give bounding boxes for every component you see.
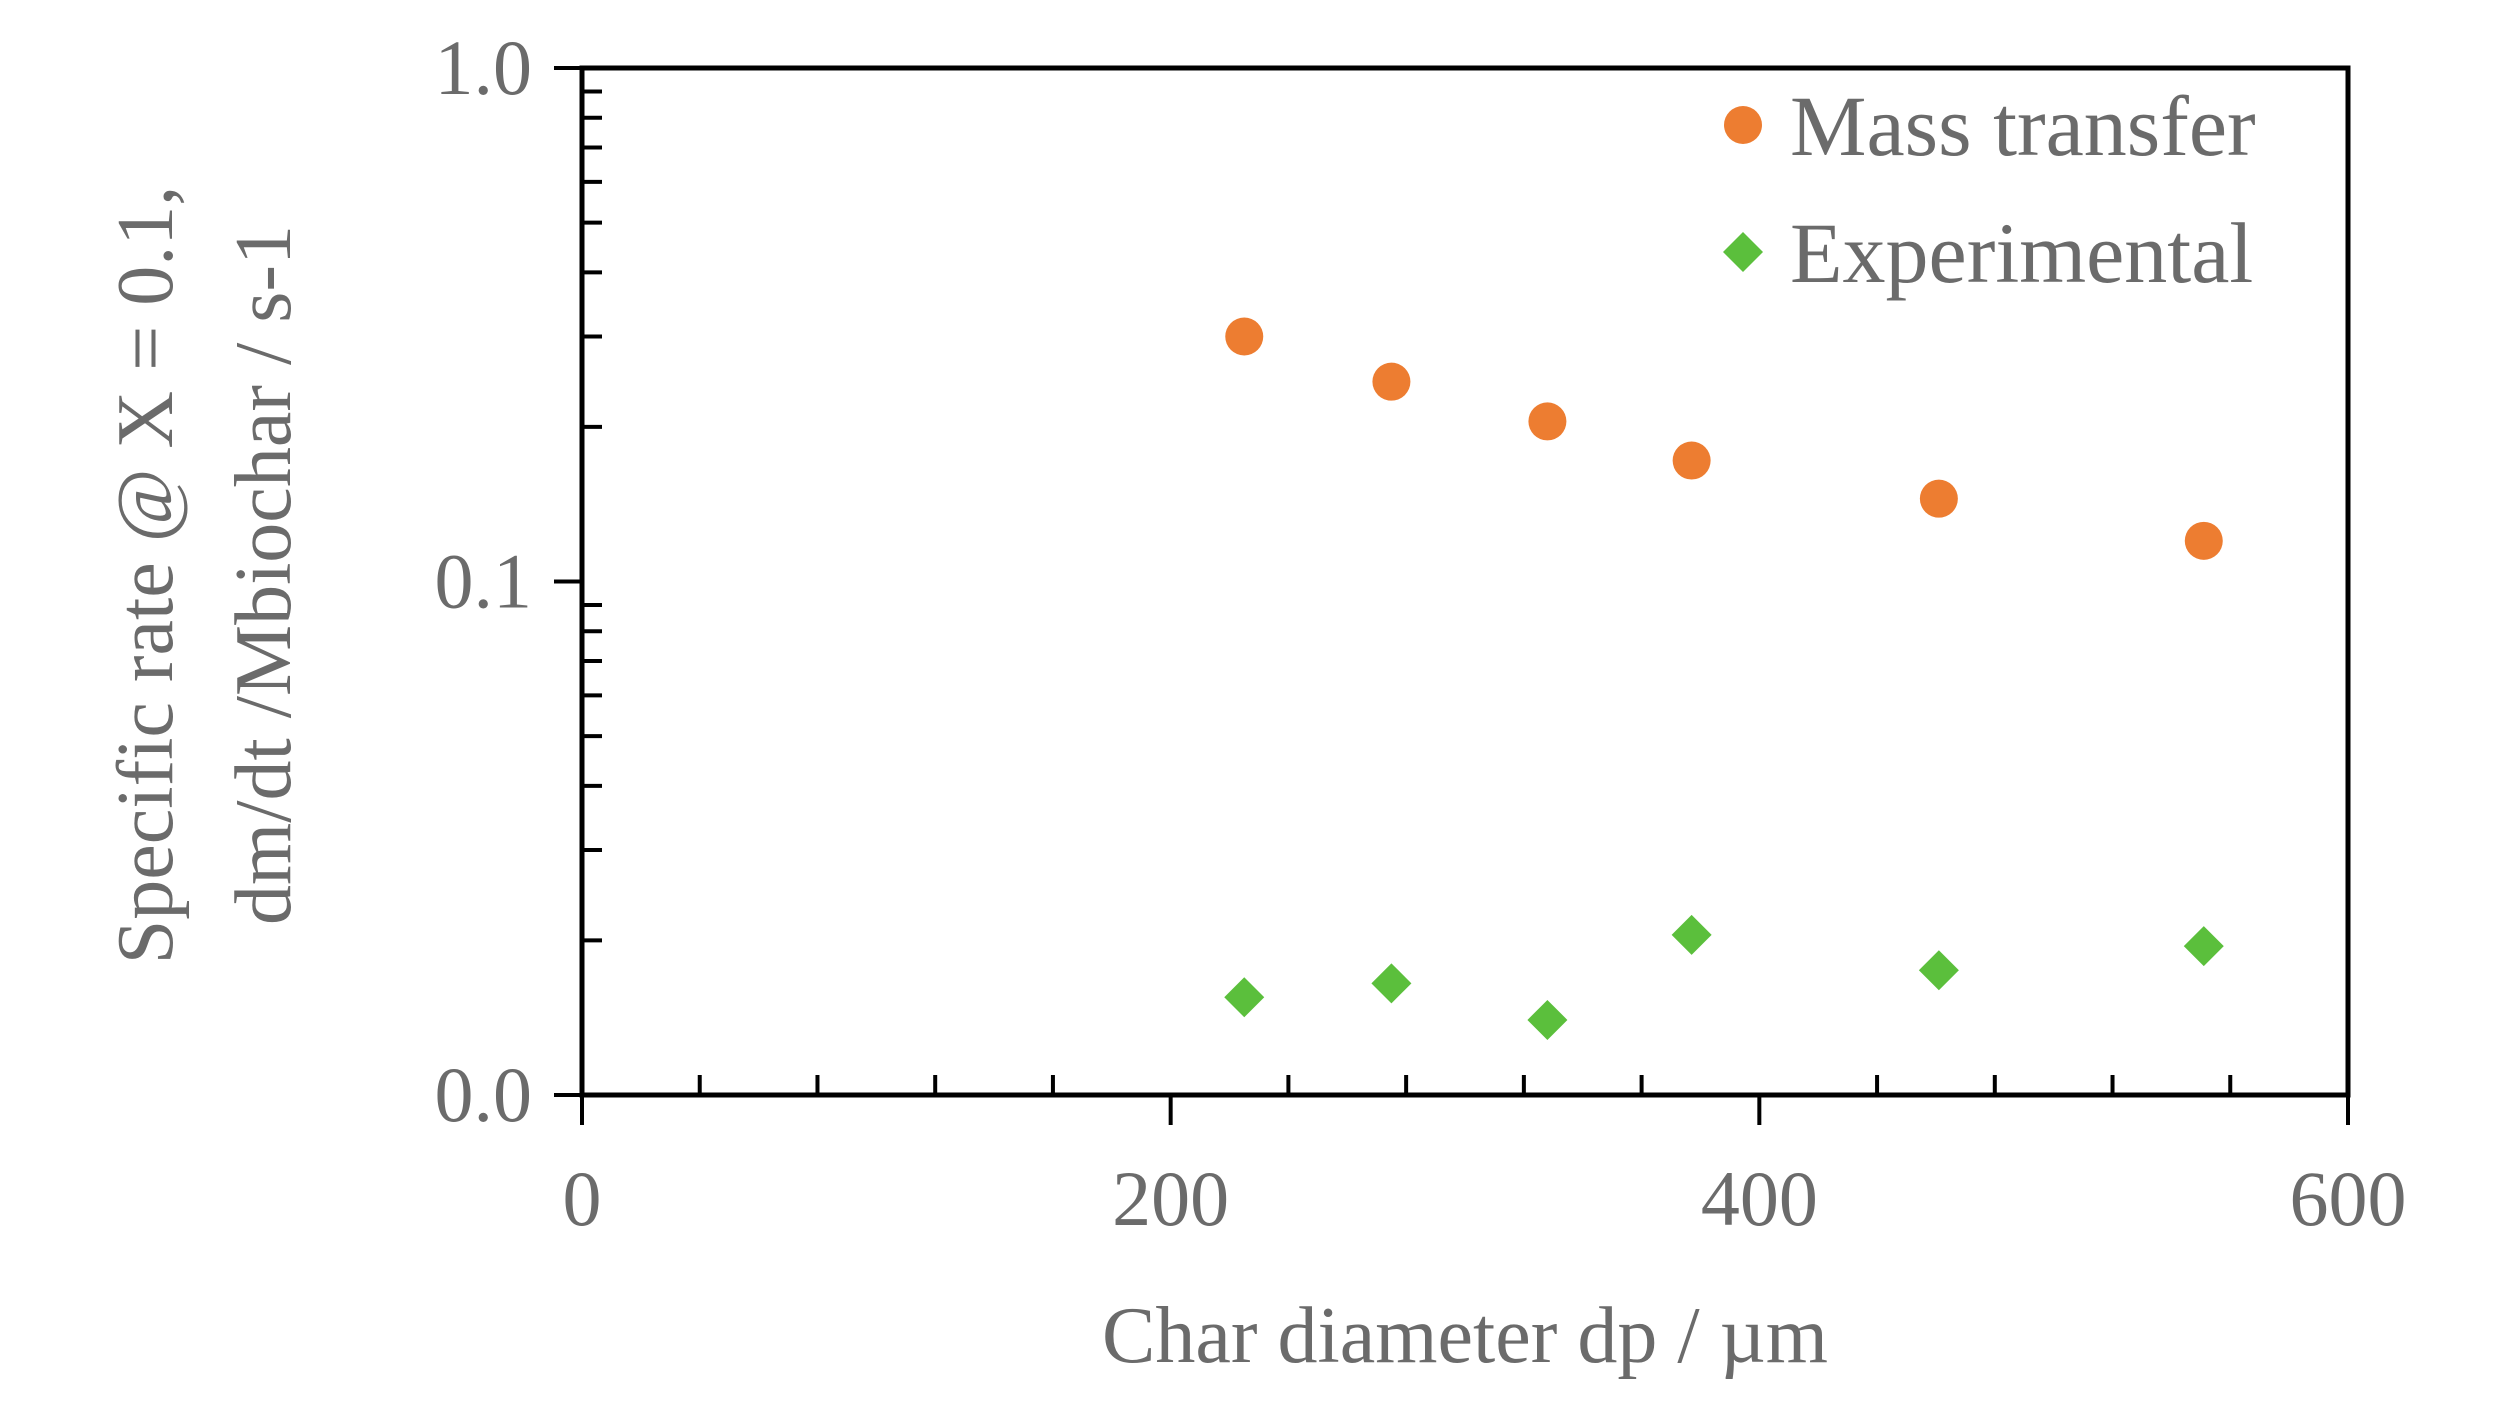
x-axis-title: Char diameter dp / µm — [1102, 1292, 1828, 1380]
legend-label-mass-transfer: Mass transfer — [1790, 78, 2256, 174]
mass-transfer-point — [2184, 521, 2223, 560]
mass-transfer-point — [1372, 362, 1411, 401]
y-tick-label: 0.0 — [435, 1051, 533, 1138]
mass-transfer-point — [1528, 402, 1567, 441]
y-minor-ticks — [554, 66, 602, 1097]
experimental-point — [1371, 963, 1412, 1004]
mass-transfer-point — [1919, 479, 1958, 518]
x-tick-labels: 0 200 400 600 — [563, 1155, 2407, 1242]
experimental-point — [1918, 950, 1959, 991]
experimental-point — [1671, 914, 1712, 955]
legend-label-experimental: Experimental — [1790, 205, 2253, 301]
experimental-point — [1527, 999, 1568, 1040]
y-axis-title-line-2: dm/dt /Mbiochar / s-1 — [220, 225, 308, 925]
y-tick-label: 1.0 — [435, 24, 533, 111]
x-ticks — [580, 1075, 2350, 1125]
experimental-point — [2183, 926, 2224, 967]
x-tick-label: 400 — [1701, 1155, 1818, 1242]
data-markers — [1224, 317, 2224, 1040]
x-tick-label: 600 — [2290, 1155, 2407, 1242]
legend-marker-experimental — [1723, 232, 1763, 272]
legend-marker-mass-transfer — [1724, 106, 1762, 144]
y-tick-labels: 0.0 0.1 1.0 — [435, 24, 533, 1138]
x-tick-label: 200 — [1112, 1155, 1229, 1242]
experimental-point — [1224, 977, 1265, 1018]
y-tick-label: 0.1 — [435, 538, 533, 625]
y-axis-title-line-1: Specific rate @ X = 0.1, — [102, 186, 190, 965]
x-tick-label: 0 — [563, 1155, 602, 1242]
mass-transfer-point — [1672, 441, 1711, 480]
mass-transfer-point — [1225, 317, 1264, 356]
legend: Mass transfer Experimental — [1723, 78, 2256, 301]
